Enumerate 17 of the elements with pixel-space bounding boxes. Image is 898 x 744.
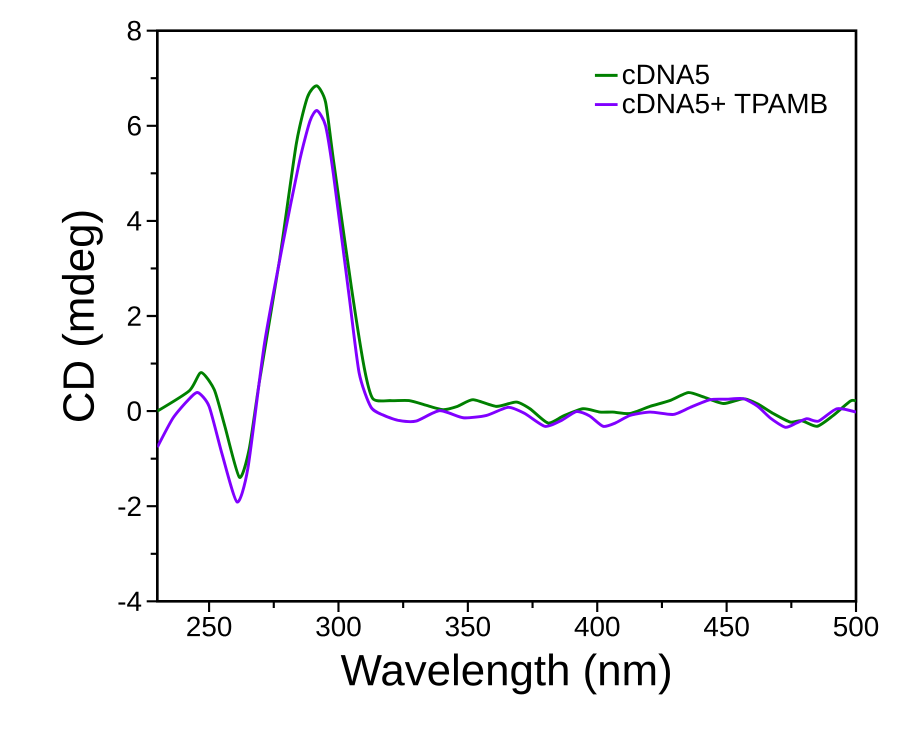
y-tick-label: 4 (127, 211, 142, 230)
y-tick-label: -4 (118, 592, 142, 611)
y-axis-title: CD (mdeg) (62, 212, 103, 421)
y-tick-label: -2 (118, 496, 141, 516)
x-tick-label: 400 (574, 616, 620, 636)
legend-label: cDNA5 (622, 64, 709, 84)
y-tick-label: 2 (128, 306, 141, 326)
legend-label: cDNA5+ TPAMB (622, 94, 827, 114)
x-tick-label: 500 (834, 616, 878, 636)
x-tick-label: 250 (187, 616, 232, 636)
y-tick-label: 0 (128, 401, 141, 421)
y-tick-label: 8 (128, 20, 141, 41)
x-axis-title: Wavelength (nm) (340, 653, 670, 694)
x-tick-label: 350 (446, 616, 490, 636)
x-tick-label: 450 (704, 616, 749, 636)
y-tick-label: 6 (128, 116, 141, 136)
x-tick-label: 300 (316, 616, 361, 636)
